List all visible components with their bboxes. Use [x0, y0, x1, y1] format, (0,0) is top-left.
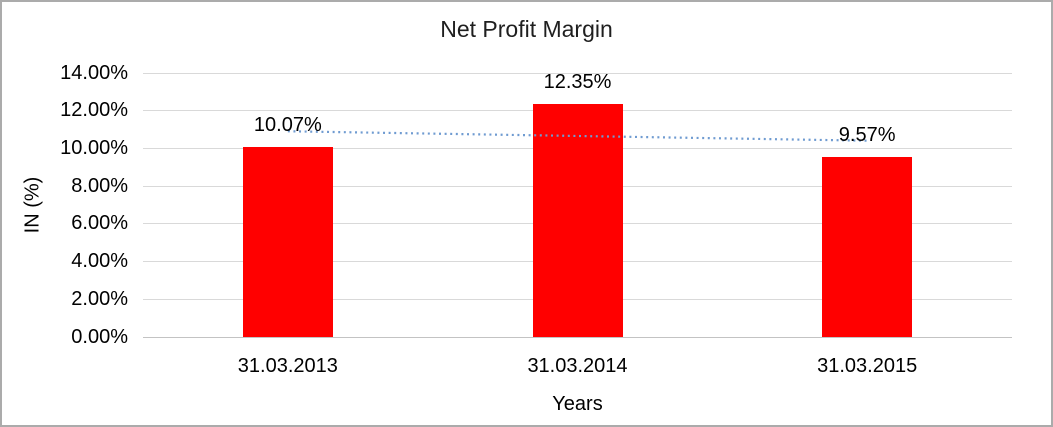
x-tick-label: 31.03.2015 [817, 355, 918, 377]
y-tick-label: 8.00% [71, 174, 128, 197]
y-tick-label: 2.00% [71, 287, 128, 310]
x-axis-line [143, 336, 1012, 338]
x-tick-label: 31.03.2013 [237, 355, 338, 377]
bar-31.03.2013 [242, 147, 333, 337]
value-label: 10.07% [253, 114, 322, 137]
chart-title: Net Profit Margin [440, 16, 613, 42]
x-tick-label: 31.03.2014 [527, 355, 628, 377]
y-tick-label: 14.00% [60, 61, 128, 84]
y-tick-label: 0.00% [71, 325, 128, 348]
x-axis-title: Years [552, 393, 603, 415]
bar-31.03.2015 [822, 156, 913, 337]
gridline [143, 72, 1012, 74]
bar-31.03.2014 [532, 104, 623, 337]
y-tick-label: 4.00% [71, 250, 128, 273]
value-label: 9.57% [838, 123, 896, 146]
y-tick-label: 12.00% [60, 99, 128, 122]
y-tick-label: 10.00% [60, 136, 128, 159]
value-label: 12.35% [543, 71, 612, 94]
y-tick-label: 6.00% [71, 212, 128, 235]
